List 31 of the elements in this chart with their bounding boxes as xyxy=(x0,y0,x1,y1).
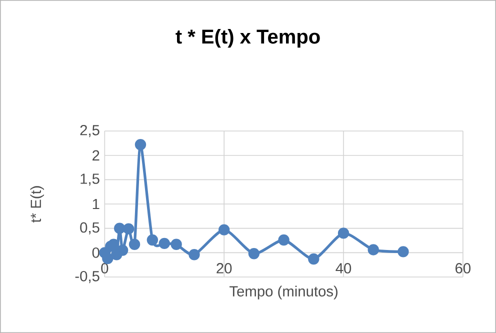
point xyxy=(170,238,182,250)
point xyxy=(308,253,320,265)
point xyxy=(218,224,230,236)
x-tick-label: 40 xyxy=(336,263,352,274)
y-tick-label: 1 xyxy=(92,198,100,210)
chart-title: t * E(t) x Tempo xyxy=(176,29,320,48)
point xyxy=(134,139,146,150)
y-tick-label: 2,5 xyxy=(80,124,100,138)
y-tick-label: 0,5 xyxy=(80,222,100,234)
y-tick-label: 2 xyxy=(92,150,100,160)
point xyxy=(398,246,409,258)
point xyxy=(338,228,350,239)
x-tick-label: 60 xyxy=(456,263,470,274)
point xyxy=(278,234,290,246)
point xyxy=(108,238,120,250)
point xyxy=(146,234,158,246)
y-tick-label: 0 xyxy=(92,247,100,258)
point xyxy=(368,244,379,256)
point xyxy=(128,238,140,250)
point xyxy=(248,248,260,260)
y-tick-label: 1,5 xyxy=(80,174,100,186)
x-tick-label: 20 xyxy=(216,263,232,274)
y-tick-label: -0,5 xyxy=(75,270,100,284)
y-axis-title: t* E(t) xyxy=(30,186,44,223)
point xyxy=(158,238,170,250)
point xyxy=(102,252,114,264)
x-tick-label: 0 xyxy=(101,263,108,274)
x-axis-title: Tempo (minutos) xyxy=(230,286,338,300)
point xyxy=(122,223,134,234)
point xyxy=(114,222,126,234)
point xyxy=(188,249,200,260)
